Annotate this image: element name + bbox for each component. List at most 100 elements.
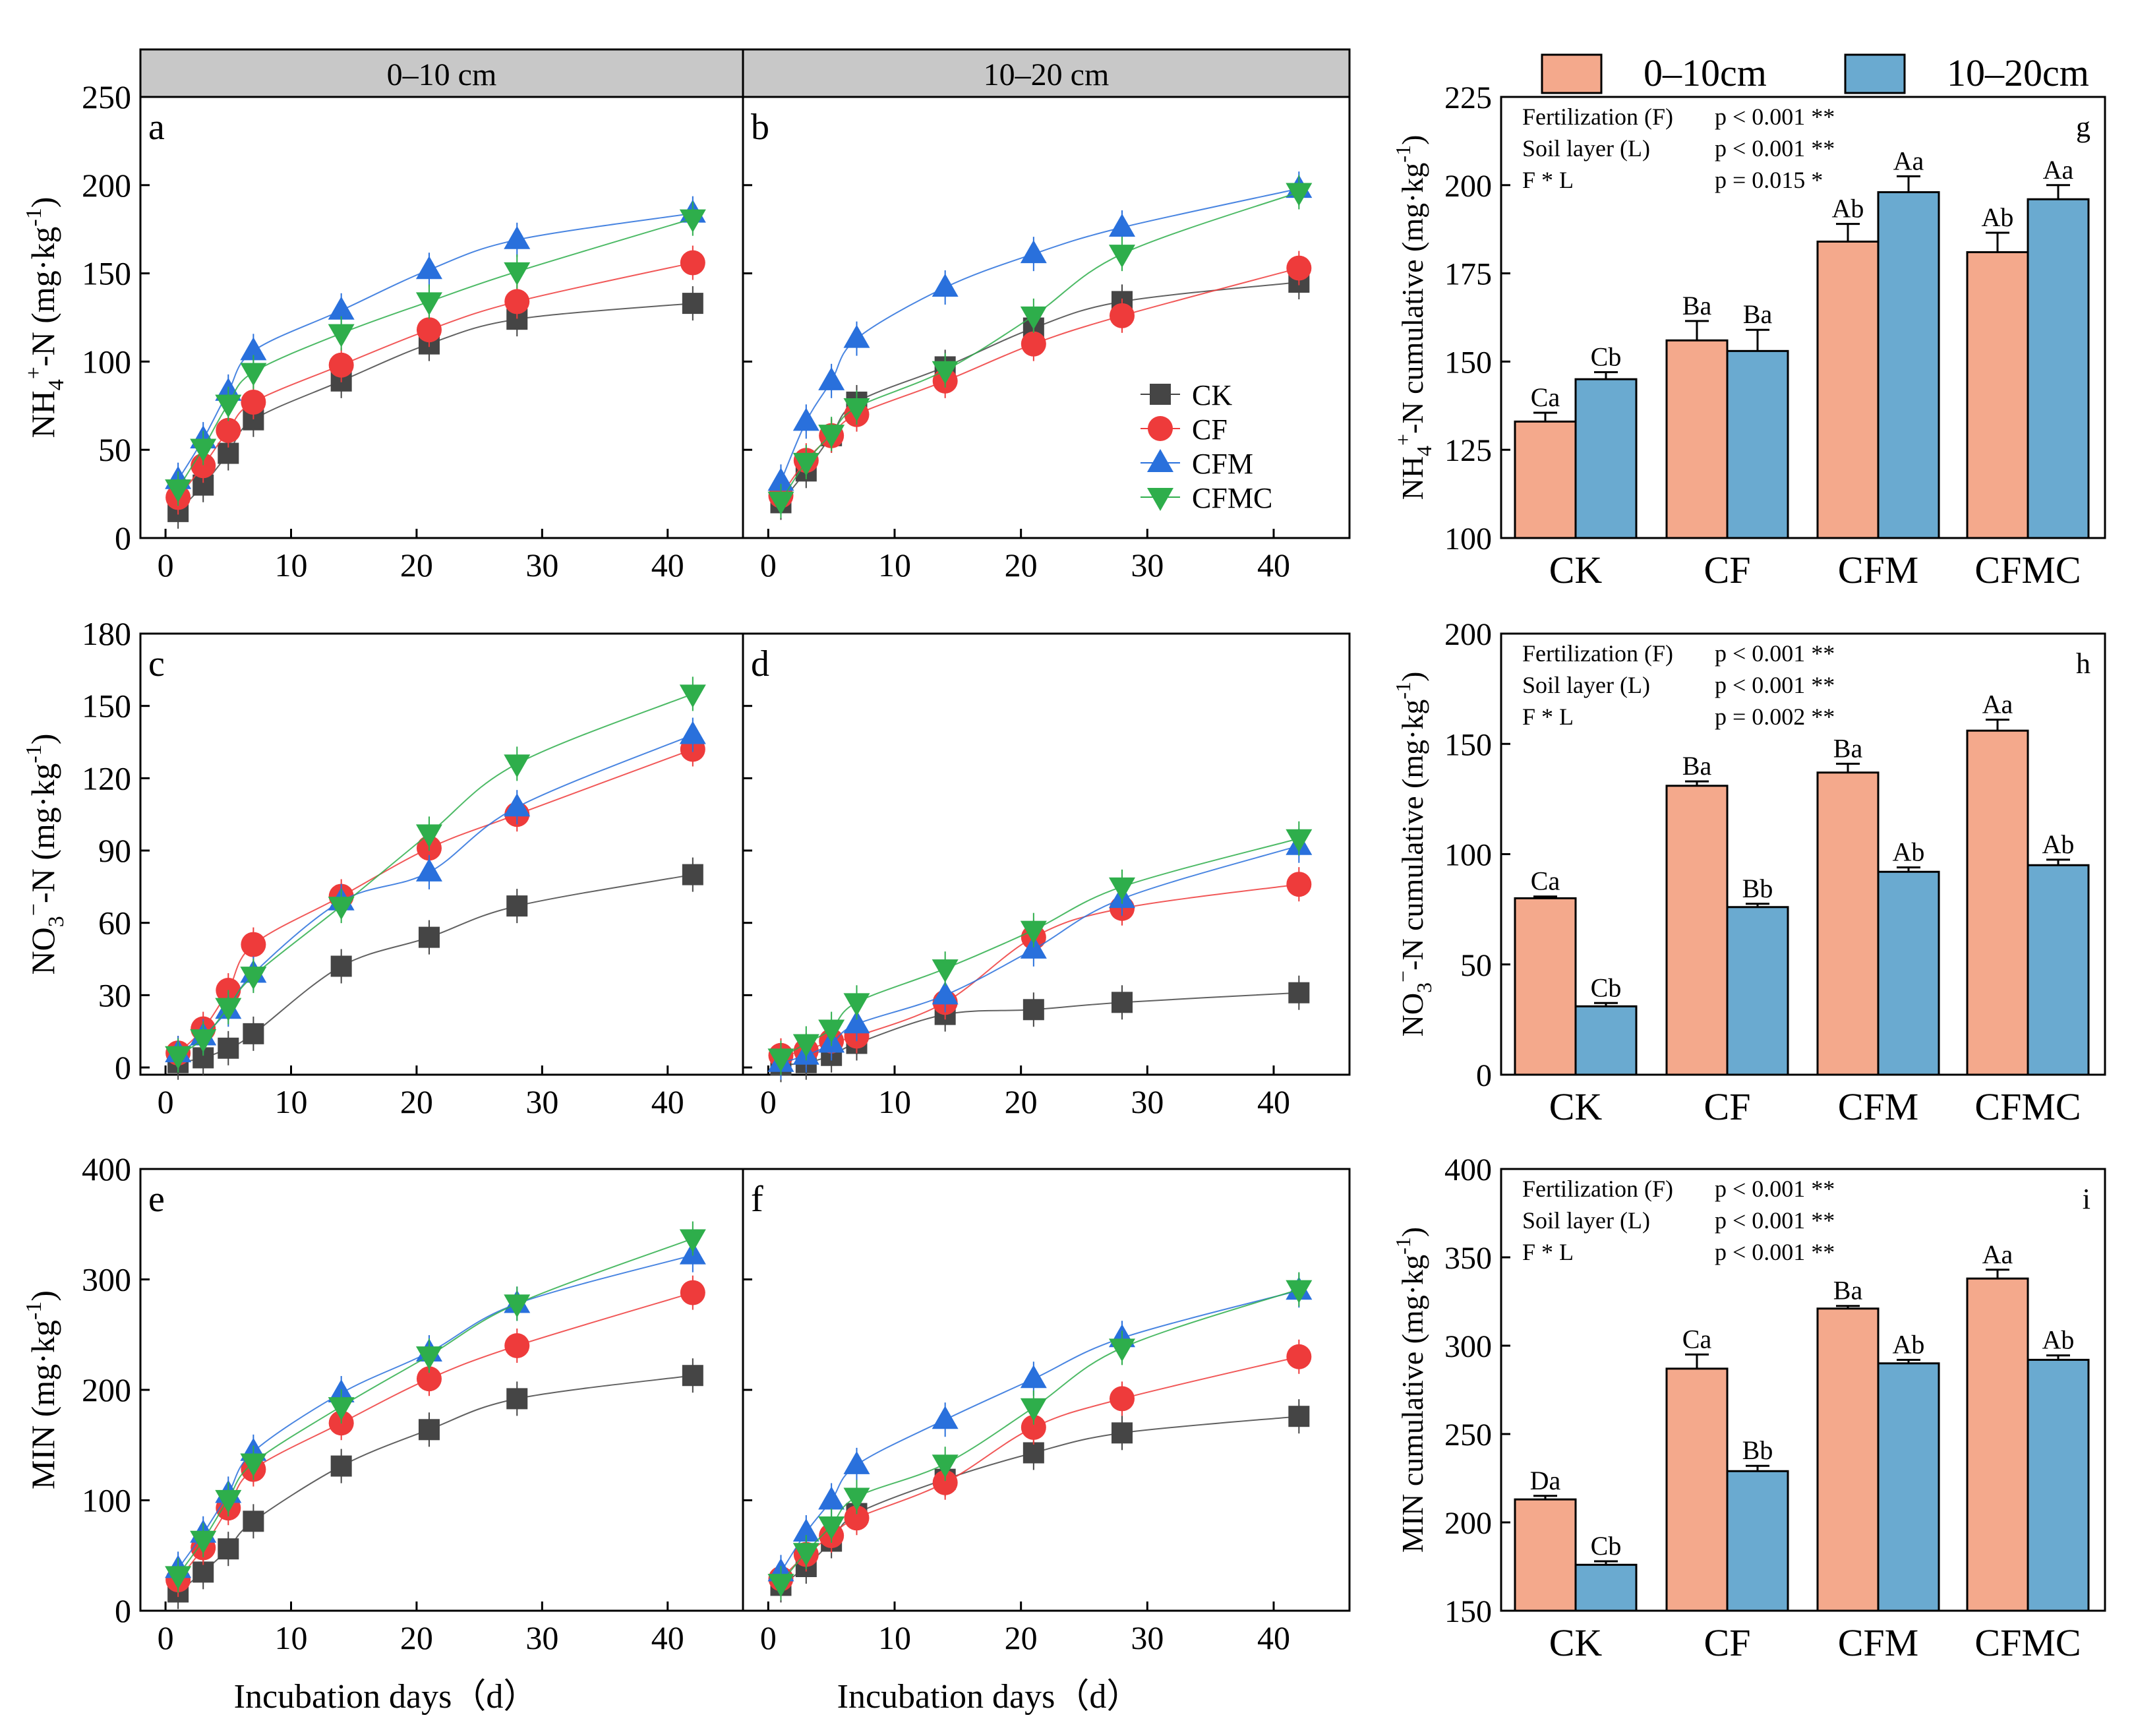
x-tick-label: 10 [878, 1619, 911, 1656]
panel-label: e [148, 1179, 165, 1220]
bar [1514, 897, 1577, 1076]
bar [1514, 420, 1577, 539]
data-point-ck [682, 293, 703, 314]
legend-label: CFM [1192, 448, 1253, 480]
data-point-cfm [328, 296, 355, 320]
category-label: CFM [1838, 1085, 1919, 1128]
data-point-ck [1023, 1442, 1044, 1464]
y-tick-label: 50 [1460, 948, 1492, 983]
panel-label: c [148, 644, 165, 684]
data-point-cfm [767, 467, 794, 491]
x-tick-label: 20 [1005, 1619, 1038, 1656]
data-point-cfmc [190, 1029, 217, 1053]
data-point-ck [330, 955, 352, 977]
bar-legend-label: 10–20cm [1947, 51, 2089, 94]
significance-letter: Bb [1742, 874, 1773, 903]
bar [1726, 906, 1789, 1076]
significance-letter: Ba [1743, 299, 1773, 329]
bar-legend-swatch [1541, 53, 1603, 94]
line-panel-d: 0 10 20 30 40 d [742, 632, 1351, 1120]
significance-letter: Ca [1682, 1324, 1712, 1354]
x-tick-label: 30 [525, 1083, 558, 1120]
legend-label: CF [1192, 413, 1228, 446]
stats-p-value: p < 0.001 ** [1715, 640, 1835, 667]
significance-letter: Ba [1833, 733, 1863, 763]
x-tick-label: 20 [1005, 1083, 1038, 1120]
panel-label: b [751, 107, 769, 148]
stats-factor: F * L [1522, 167, 1574, 193]
x-tick-label: 40 [651, 1083, 684, 1120]
category-label: CK [1549, 549, 1603, 591]
bar [1816, 240, 1880, 539]
panel-label: a [148, 107, 165, 148]
y-tick-label: 200 [82, 167, 131, 204]
data-point-cfm [1020, 240, 1047, 264]
y-tick-label: 100 [82, 1482, 131, 1519]
data-point-cf [1021, 331, 1046, 357]
data-point-cfmc [215, 998, 242, 1021]
bar [1665, 785, 1729, 1076]
stats-p-value: p < 0.001 ** [1715, 672, 1835, 698]
data-point-cfmc [932, 959, 959, 983]
data-point-ck [1111, 992, 1133, 1013]
data-point-cfmc [818, 425, 845, 448]
stats-p-value: p < 0.001 ** [1715, 135, 1835, 162]
category-label: CK [1549, 1085, 1603, 1128]
significance-letter: Aa [1893, 146, 1924, 175]
data-point-cfm [415, 256, 442, 280]
y-tick-label: 150 [1444, 1594, 1492, 1629]
data-point-cfmc [932, 361, 959, 384]
line-panel-f: 0 10 20 30 40 f [742, 1168, 1351, 1656]
significance-letter: Cb [1591, 973, 1622, 1002]
y-tick-label: 150 [82, 255, 131, 292]
data-point-cfm [679, 721, 706, 744]
data-point-cfm [1109, 214, 1135, 237]
significance-letter: Ca [1531, 382, 1560, 412]
category-label: CFMC [1974, 549, 2081, 591]
data-point-cfmc [240, 363, 267, 386]
significance-letter: Da [1530, 1466, 1561, 1495]
data-point-cf [328, 352, 354, 378]
y-tick-label: 300 [1444, 1329, 1492, 1364]
data-point-ck [330, 1455, 352, 1477]
bar [1966, 251, 2029, 539]
data-point-cf [1286, 1344, 1312, 1369]
data-point-cfmc [932, 1454, 959, 1478]
y-axis-title: MIN (mg·kg-1) [22, 1290, 61, 1489]
data-point-cfmc [1020, 1398, 1047, 1422]
data-point-cfmc [1109, 877, 1135, 901]
x-tick-label: 10 [878, 547, 911, 584]
category-label: CF [1704, 1621, 1751, 1664]
data-point-ck [218, 1538, 239, 1560]
data-point-cfmc [679, 1229, 706, 1253]
significance-letter: Aa [1982, 1240, 2013, 1269]
stats-p-value: p = 0.015 * [1715, 167, 1823, 193]
bar-panel-h: 0 50 100 150 200 CK CF CFM CFMC Ca Ba Ba Aa Cb Bb Ab Ab F… [1391, 617, 2106, 1128]
x-tick-label: 30 [525, 1619, 558, 1656]
bar [1726, 349, 1789, 539]
data-point-cfmc [1286, 1280, 1313, 1303]
stats-p-value: p < 0.001 ** [1715, 1239, 1835, 1265]
data-point-cfmc [1109, 1338, 1135, 1362]
x-tick-label: 0 [158, 1619, 174, 1656]
data-point-cfmc [240, 967, 267, 990]
x-tick-label: 10 [275, 1619, 308, 1656]
category-label: CFM [1838, 1621, 1919, 1664]
depth-header-box [742, 48, 1351, 98]
data-point-cfm [792, 1518, 819, 1542]
data-point-cfmc [843, 398, 870, 421]
data-point-ck [506, 895, 528, 917]
bar [2027, 864, 2090, 1076]
data-point-cf [932, 1470, 958, 1495]
data-point-cfm [843, 1451, 870, 1474]
category-label: CFMC [1974, 1621, 2081, 1664]
data-point-cfm [504, 225, 531, 249]
data-point-cfm [415, 858, 442, 882]
data-point-cf [416, 317, 442, 343]
x-tick-label: 20 [1005, 547, 1038, 584]
x-tick-label: 0 [760, 1083, 777, 1120]
y-tick-label: 300 [82, 1261, 131, 1298]
